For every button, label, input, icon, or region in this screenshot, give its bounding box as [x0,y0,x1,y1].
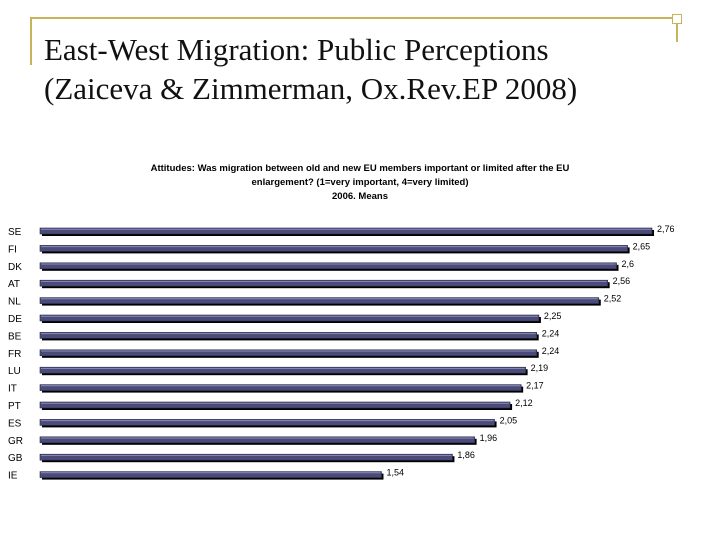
slide-title-line-1: East-West Migration: Public Perceptions [44,32,549,67]
bar-pt [39,401,511,409]
value-label-be: 2,24 [542,328,560,338]
value-label-pt: 2,12 [515,398,533,408]
value-label-fr: 2,24 [542,346,560,356]
value-label-dk: 2,6 [622,259,635,269]
bar-nl [39,297,600,304]
frame-line-top [30,17,678,19]
slide-title: East-West Migration: Public Perceptions … [44,30,684,108]
value-label-gr: 1,96 [480,433,498,443]
bar-se [39,227,653,235]
value-label-gb: 1,86 [457,450,475,460]
category-label-at: AT [8,279,20,290]
value-label-es: 2,05 [500,415,518,425]
chart-title-line-3: 2006. Means [332,191,388,202]
category-label-fi: FI [8,244,17,255]
category-label-gr: GR [8,436,23,447]
bar-gr [39,436,475,444]
bar-it [39,384,522,391]
frame-line-right [676,17,678,42]
category-label-pt: PT [8,401,21,412]
chart-title: Attitudes: Was migration between old and… [90,162,630,204]
category-label-es: ES [8,418,22,429]
category-label-se: SE [8,227,22,238]
value-label-se: 2,76 [657,224,675,234]
bar-fi [39,245,628,252]
value-label-at: 2,56 [613,276,631,286]
category-label-dk: DK [8,262,22,273]
frame-line-left [30,17,32,65]
chart-title-line-1: Attitudes: Was migration between old and… [150,163,570,174]
category-label-nl: NL [8,297,21,308]
bar-lu [39,366,526,374]
category-label-lu: LU [8,366,21,377]
bar-ie [39,471,382,478]
bar-es [39,419,495,426]
value-label-ie: 1,54 [386,468,404,478]
value-label-de: 2,25 [544,311,562,321]
value-label-it: 2,17 [526,381,544,391]
value-label-lu: 2,19 [531,363,549,373]
slide-title-line-2: (Zaiceva & Zimmerman, Ox.Rev.EP 2008) [44,71,578,106]
bar-dk [39,262,617,270]
category-label-it: IT [8,384,17,395]
bar-be [39,332,537,339]
bar-gb [39,453,453,461]
value-label-fi: 2,65 [633,241,651,251]
bar-fr [39,349,537,357]
category-label-be: BE [8,331,22,342]
value-label-nl: 2,52 [604,294,622,304]
category-label-de: DE [8,314,22,325]
category-label-gb: GB [8,453,23,464]
frame-corner-square [672,14,682,24]
chart-title-line-2: enlargement? (1=very important, 4=very l… [251,177,469,188]
bar-de [39,314,540,322]
category-label-ie: IE [8,471,18,482]
category-label-fr: FR [8,349,21,360]
bar-at [39,279,608,287]
